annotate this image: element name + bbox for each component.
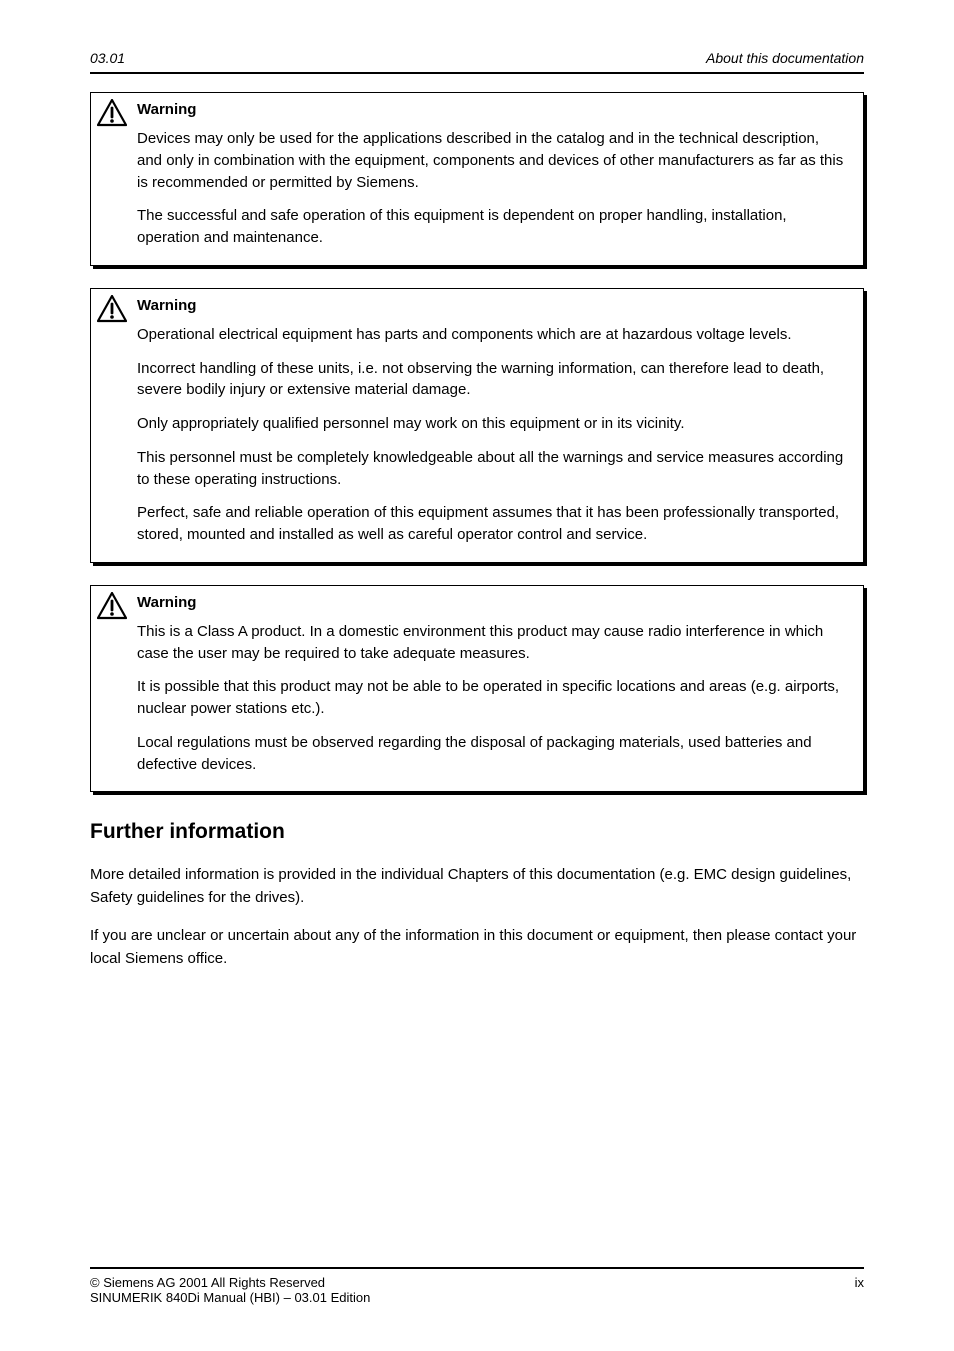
warning-triangle-icon <box>97 295 127 323</box>
warning-content: Warning This is a Class A product. In a … <box>131 586 863 792</box>
warning-content: Warning Devices may only be used for the… <box>131 93 863 265</box>
header-rule <box>90 72 864 74</box>
warning-paragraph: It is possible that this product may not… <box>137 676 845 720</box>
warning-triangle-icon <box>97 592 127 620</box>
warning-content: Warning Operational electrical equipment… <box>131 289 863 562</box>
warning-icon-col <box>91 586 131 792</box>
warning-paragraph: This personnel must be completely knowle… <box>137 447 845 491</box>
body-paragraph: If you are unclear or uncertain about an… <box>90 925 864 970</box>
warning-paragraph: Incorrect handling of these units, i.e. … <box>137 358 845 402</box>
header-left: 03.01 <box>90 50 125 66</box>
warning-paragraph: Operational electrical equipment has par… <box>137 324 845 346</box>
warning-paragraph: Local regulations must be observed regar… <box>137 732 845 776</box>
footer-copyright: © Siemens AG 2001 All Rights Reserved <box>90 1275 370 1290</box>
warning-icon-col <box>91 93 131 265</box>
warning-heading: Warning <box>137 297 845 314</box>
warning-box-3: Warning This is a Class A product. In a … <box>90 585 864 793</box>
warning-triangle-icon <box>97 99 127 127</box>
page-container: 03.01 About this documentation Warning D… <box>0 0 954 1351</box>
footer-left: © Siemens AG 2001 All Rights Reserved SI… <box>90 1275 370 1305</box>
warning-box-2: Warning Operational electrical equipment… <box>90 288 864 563</box>
footer-rule <box>90 1267 864 1269</box>
page-footer: © Siemens AG 2001 All Rights Reserved SI… <box>90 1267 864 1305</box>
section-heading-further-information: Further information <box>90 820 864 844</box>
warning-paragraph: Only appropriately qualified personnel m… <box>137 413 845 435</box>
warning-heading: Warning <box>137 594 845 611</box>
footer-docref: SINUMERIK 840Di Manual (HBI) – 03.01 Edi… <box>90 1290 370 1305</box>
footer-page-number: ix <box>855 1275 864 1305</box>
footer-text: © Siemens AG 2001 All Rights Reserved SI… <box>90 1275 864 1305</box>
warning-paragraph: The successful and safe operation of thi… <box>137 205 845 249</box>
warning-paragraph: Perfect, safe and reliable operation of … <box>137 502 845 546</box>
header-right: About this documentation <box>706 50 864 66</box>
warning-paragraph: Devices may only be used for the applica… <box>137 128 845 193</box>
warning-heading: Warning <box>137 101 845 118</box>
warning-icon-col <box>91 289 131 562</box>
body-paragraph: More detailed information is provided in… <box>90 864 864 909</box>
page-header: 03.01 About this documentation <box>90 50 864 66</box>
warning-box-1: Warning Devices may only be used for the… <box>90 92 864 266</box>
warning-paragraph: This is a Class A product. In a domestic… <box>137 621 845 665</box>
